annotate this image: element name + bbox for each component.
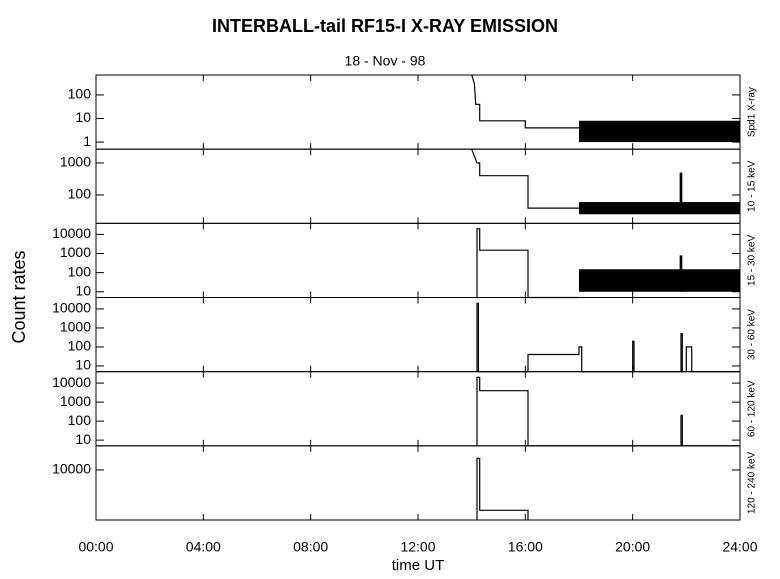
data-line — [476, 302, 740, 373]
y-tick-label: 100 — [68, 186, 92, 202]
y-tick-label: 1000 — [60, 244, 91, 260]
x-tick-label: 04:00 — [186, 539, 221, 555]
y-tick-label: 10 — [75, 282, 91, 298]
panel-frame — [95, 371, 741, 447]
y-tick-label: 10 — [75, 109, 91, 125]
data-line — [476, 228, 579, 299]
y-tick-label: 10000 — [52, 374, 91, 390]
x-tick-label: 00:00 — [78, 539, 113, 555]
y-axis-label: Count rates — [9, 250, 29, 343]
panel-label: Spd1 X-ray — [747, 87, 758, 137]
noise-band — [679, 255, 683, 292]
y-tick-label: 10 — [75, 357, 91, 373]
x-tick-label: 08:00 — [293, 539, 328, 555]
y-tick-label: 1000 — [60, 154, 91, 170]
y-tick-label: 100 — [68, 338, 92, 354]
x-tick-label: 24:00 — [722, 539, 757, 555]
x-tick-label: 16:00 — [508, 539, 543, 555]
chart-title: INTERBALL-tail RF15-I X-RAY EMISSION — [212, 16, 558, 36]
x-tick-label: 12:00 — [400, 539, 435, 555]
panel-label: 15 - 30 keV — [747, 235, 758, 286]
data-line — [476, 376, 740, 447]
y-tick-label: 100 — [68, 86, 92, 102]
y-tick-label: 10000 — [52, 461, 91, 477]
panel-label: 120 - 240 keV — [747, 451, 758, 514]
y-tick-label: 100 — [68, 263, 92, 279]
y-tick-label: 1 — [83, 133, 91, 149]
noise-band — [579, 269, 740, 292]
y-tick-label: 1000 — [60, 393, 91, 409]
panel-label: 30 - 60 keV — [747, 309, 758, 360]
panel-frame — [95, 297, 741, 373]
data-line — [476, 457, 529, 520]
panel-label: 10 - 15 keV — [747, 160, 758, 211]
y-tick-label: 10 — [75, 431, 91, 447]
y-tick-label: 1000 — [60, 319, 91, 335]
panel-label: 60 - 120 keV — [747, 380, 758, 437]
data-line — [471, 74, 579, 129]
noise-band — [579, 202, 740, 215]
panel-frame — [95, 445, 741, 521]
y-tick-label: 100 — [68, 412, 92, 428]
y-tick-label: 10000 — [52, 300, 91, 316]
x-axis-label: time UT — [392, 557, 445, 574]
data-line — [471, 148, 579, 209]
y-tick-label: 10000 — [52, 225, 91, 241]
chart-subtitle: 18 - Nov - 98 — [345, 53, 426, 69]
noise-band — [679, 172, 683, 208]
noise-band — [579, 120, 740, 143]
x-tick-label: 20:00 — [615, 539, 650, 555]
